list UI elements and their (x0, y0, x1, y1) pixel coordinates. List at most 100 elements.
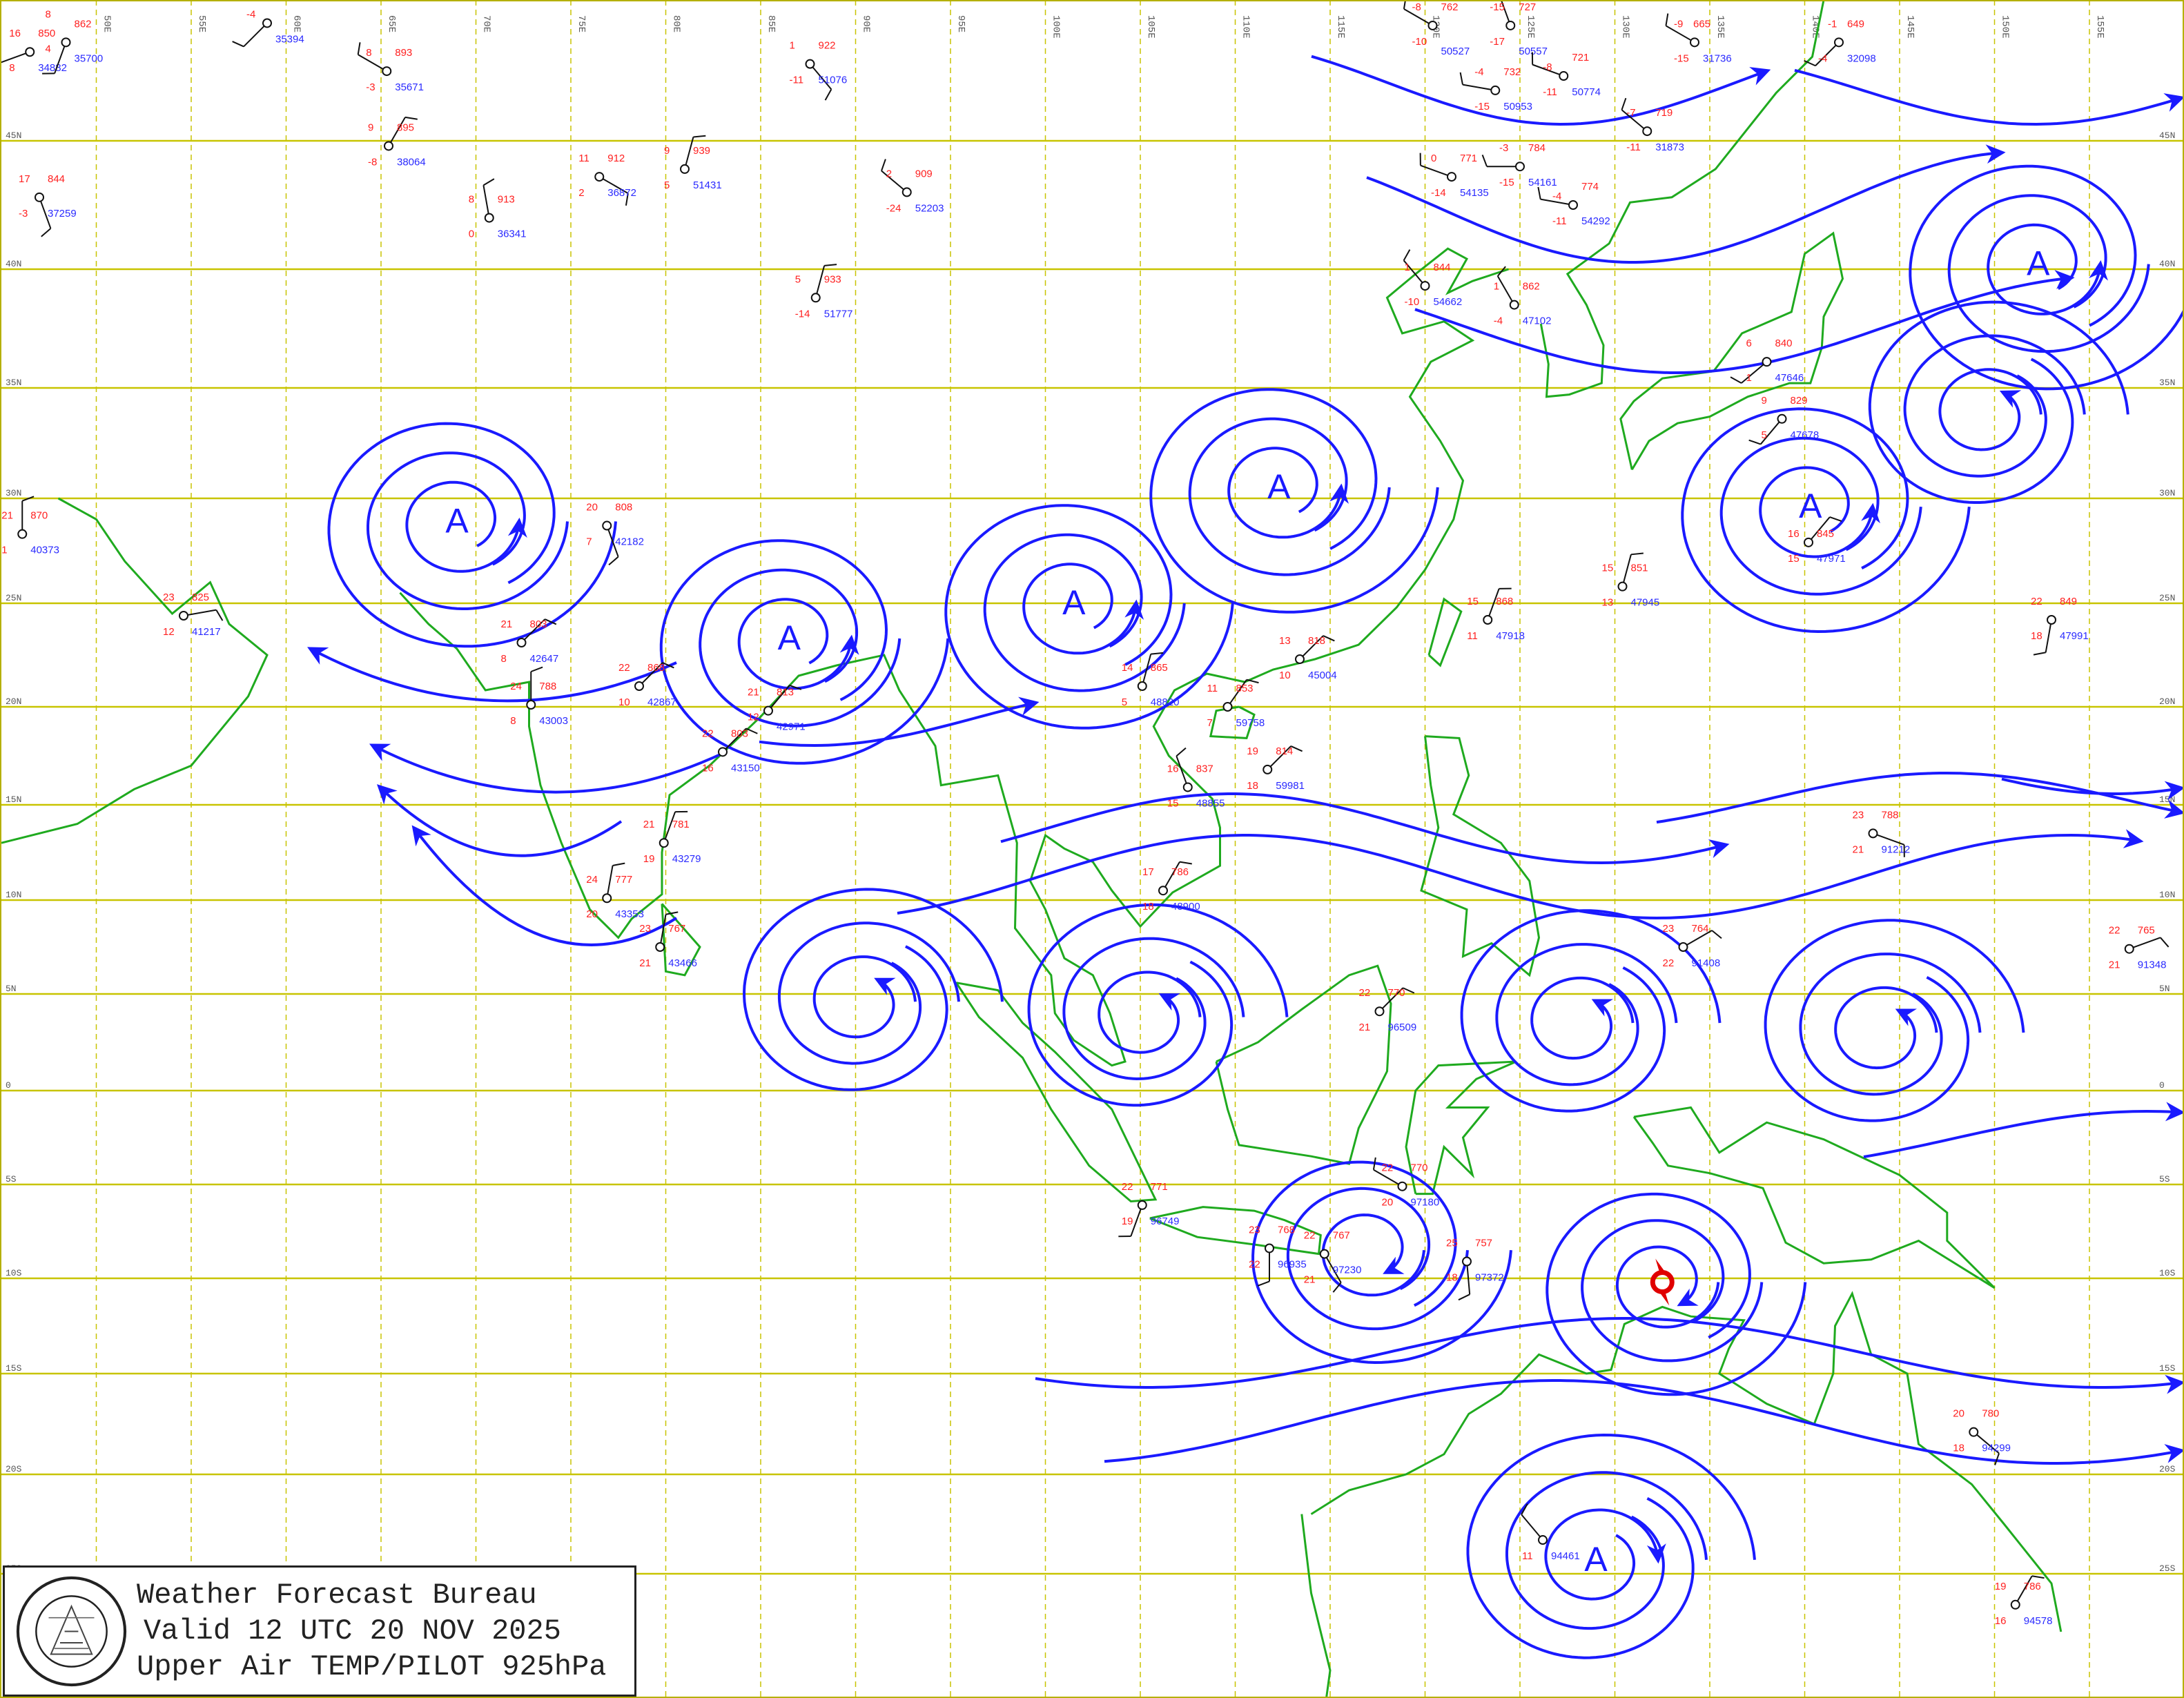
station-plot[interactable]: 9 939 5 51431 (664, 135, 722, 191)
bureau-name: Weather Forecast Bureau (137, 1579, 537, 1612)
station-plot[interactable]: 22 803 16 43150 (702, 728, 760, 774)
station-plot[interactable]: -9 665 -15 31736 (1665, 13, 1732, 65)
anticyclone-center-label: A (2027, 244, 2050, 283)
station-plot[interactable]: 15 851 13 47945 (1602, 552, 1660, 609)
station-circle-icon (35, 192, 44, 202)
station-plot[interactable]: 1 844 -10 54662 (1403, 249, 1463, 308)
station-plot[interactable]: 22 771 19 96749 (1118, 1181, 1179, 1238)
station-plot[interactable]: 20 808 7 42182 (586, 502, 644, 566)
station-plot[interactable]: -7 719 -11 31873 (1621, 97, 1684, 153)
station-plot[interactable]: 22 868 10 42867 (618, 662, 676, 708)
station-plot[interactable]: 23 825 12 41217 (163, 592, 224, 638)
station-plot[interactable]: 9 829 5 47678 (1748, 395, 1820, 445)
station-plot[interactable]: -4 774 -11 54292 (1537, 181, 1610, 227)
station-plot[interactable]: 24 788 8 43003 (510, 666, 568, 727)
latitude-label: 10N (6, 890, 21, 900)
station-plot[interactable]: 13 818 10 45004 (1279, 635, 1337, 681)
station-plot[interactable]: 21 813 12 42971 (748, 684, 806, 733)
station-circle-icon (1804, 537, 1813, 547)
station-plot[interactable]: 23 767 21 43466 (639, 911, 697, 969)
station-plot[interactable]: 14 865 5 48820 (1122, 652, 1180, 708)
station-plot[interactable]: 22 770 20 97180 (1372, 1157, 1439, 1209)
station-plot[interactable]: 21 781 19 43279 (643, 810, 701, 865)
station-id: 43466 (668, 957, 697, 969)
station-id: 42647 (530, 653, 559, 665)
wind-barb-icon (1162, 861, 1180, 891)
station-plot[interactable]: 6 840 1 47646 (1730, 338, 1804, 384)
station-circle-icon (484, 213, 494, 223)
station-dewpoint-depression: 16 (1995, 1615, 2007, 1627)
station-dewpoint-depression: 12 (163, 626, 175, 638)
station-plot[interactable]: 1 922 -11 51076 (790, 40, 848, 101)
station-plot[interactable]: -3 784 -15 54161 (1481, 142, 1557, 188)
wind-barb-feather (2160, 937, 2170, 948)
wind-barb-icon (1815, 41, 1840, 66)
station-plot[interactable]: 22 770 21 96509 (1359, 987, 1417, 1033)
station-dewpoint-depression: 5 (1122, 696, 1127, 708)
station-plot[interactable]: 17 844 -3 37259 (19, 173, 77, 237)
wind-barb-icon (598, 176, 629, 194)
station-plot[interactable]: 23 788 21 91212 (1853, 809, 1911, 857)
station-plot[interactable]: 21 803 8 42647 (501, 618, 559, 665)
station-plot[interactable]: 8 893 -3 35671 (357, 42, 424, 93)
station-plot[interactable]: -4 732 -15 50953 (1459, 66, 1532, 113)
station-plot[interactable]: 1 862 -4 47102 (1494, 266, 1552, 327)
streamline (369, 743, 725, 794)
station-dewpoint-depression: 21 (1359, 1022, 1371, 1033)
station-plot[interactable]: -4 35394 (232, 8, 304, 48)
longitude-label: 125E (1525, 15, 1536, 39)
station-plot[interactable]: 22 849 18 47991 (2031, 596, 2089, 656)
station-plot[interactable]: 16 837 15 48855 (1167, 747, 1225, 810)
station-circle-icon (1490, 85, 1501, 95)
station-geopotential-height: 844 (1434, 262, 1451, 273)
station-plot[interactable]: 22 765 21 91348 (2109, 925, 2170, 971)
station-plot[interactable]: -8 721 -11 50774 (1531, 52, 1601, 98)
station-plot[interactable]: 11 912 2 36872 (578, 153, 636, 206)
longitude-label: 65E (386, 15, 397, 32)
station-circle-icon (1222, 702, 1233, 712)
station-temperature: 15 (1467, 596, 1479, 607)
station-plot[interactable]: -1 649 -4 32098 (1804, 18, 1876, 67)
station-dewpoint-depression: 13 (1602, 597, 1614, 609)
station-plot[interactable]: 8 862 4 35700 (42, 8, 103, 75)
streamline (1938, 368, 2042, 451)
station-plot[interactable]: 11 94461 (1521, 1503, 1580, 1562)
wind-barb-icon (1403, 8, 1434, 26)
station-plot[interactable]: 0 771 -14 54135 (1419, 153, 1489, 199)
station-plot[interactable]: 15 868 11 47918 (1467, 587, 1525, 642)
station-plot[interactable]: 16 850 8 34882 (0, 28, 67, 74)
station-dewpoint-depression: -3 (19, 208, 28, 219)
coastline (1149, 1206, 1322, 1256)
station-circle-icon (680, 164, 690, 174)
wind-barb-icon (1299, 635, 1324, 660)
station-plot[interactable]: 20 780 18 94299 (1953, 1408, 2011, 1465)
station-plot[interactable]: 8 913 0 36341 (469, 178, 527, 240)
station-plot[interactable]: 22 767 21 97230 (1304, 1230, 1362, 1293)
station-plot[interactable]: -15 727 -17 50557 (1490, 0, 1548, 57)
station-plot[interactable]: 19 814 18 59981 (1247, 745, 1305, 792)
streamline (376, 784, 623, 857)
streamline (411, 825, 678, 946)
station-circle-icon (718, 747, 728, 757)
station-plot[interactable]: 25 757 18 97372 (1446, 1238, 1504, 1301)
station-plot[interactable]: 11 853 7 59758 (1207, 679, 1265, 729)
station-plot[interactable]: 24 777 20 43353 (586, 862, 644, 921)
station-plot[interactable]: 5 933 -14 51777 (795, 264, 853, 320)
streamline (1104, 1379, 2184, 1465)
station-plot[interactable]: 2 909 -24 52203 (881, 159, 944, 215)
wind-barb-icon (1496, 275, 1515, 306)
latitude-label: 30N (2159, 488, 2175, 498)
valid-time: Valid 12 UTC 20 NOV 2025 (144, 1614, 561, 1648)
station-plot[interactable]: 23 768 22 96935 (1249, 1224, 1307, 1287)
station-plot[interactable]: 17 786 18 48900 (1142, 861, 1200, 913)
station-geopotential-height: 803 (530, 618, 547, 630)
wind-barb-feather (881, 159, 886, 171)
streamline (1799, 953, 1982, 1096)
station-plot[interactable]: 16 845 15 47971 (1788, 516, 1846, 565)
station-plot[interactable]: 23 764 22 91408 (1663, 923, 1722, 969)
station-plot[interactable]: -8 762 -10 50527 (1403, 0, 1470, 57)
station-dewpoint-depression: 7 (586, 536, 592, 548)
station-plot[interactable]: 19 786 16 94578 (1995, 1575, 2053, 1627)
station-plot[interactable]: 9 895 -8 38064 (368, 116, 426, 168)
station-plot[interactable]: 21 870 1 40373 (1, 496, 59, 556)
